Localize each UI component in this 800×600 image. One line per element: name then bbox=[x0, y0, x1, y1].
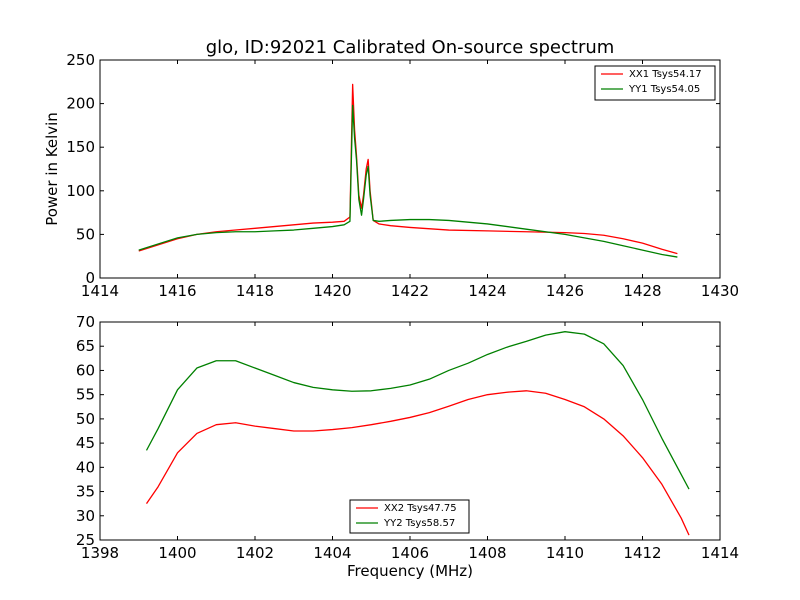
bottom-y-tick-label: 70 bbox=[76, 313, 95, 331]
top-x-tick-label: 1424 bbox=[468, 282, 506, 300]
top-x-tick-label: 1418 bbox=[236, 282, 274, 300]
top-x-tick-label: 1416 bbox=[158, 282, 196, 300]
bottom-y-tick-label: 55 bbox=[76, 386, 95, 404]
bottom-plot-xlabel: Frequency (MHz) bbox=[347, 562, 473, 580]
legend-label-yy2: YY2 Tsys58.57 bbox=[383, 518, 455, 529]
legend-label-yy1: YY1 Tsys54.05 bbox=[628, 84, 700, 95]
legend-box bbox=[349, 499, 470, 534]
bottom-y-tick-label: 65 bbox=[76, 337, 95, 355]
top-y-tick-label: 0 bbox=[85, 269, 95, 287]
bottom-x-tick-label: 1412 bbox=[623, 544, 661, 562]
bottom-x-tick-label: 1408 bbox=[468, 544, 506, 562]
bottom-plot: Frequency (MHz) XX2 Tsys47.75 YY2 Tsys58… bbox=[76, 313, 739, 580]
bottom-x-tick-label: 1398 bbox=[81, 544, 119, 562]
bottom-series-2-line bbox=[145, 331, 690, 490]
top-x-tick-label: 1422 bbox=[391, 282, 429, 300]
bottom-y-tick-label: 60 bbox=[76, 361, 95, 379]
top-series-2-line bbox=[138, 104, 678, 258]
bottom-x-tick-label: 1414 bbox=[701, 544, 739, 562]
bottom-y-tick-label: 40 bbox=[76, 458, 95, 476]
bottom-y-tick-label: 25 bbox=[76, 531, 95, 549]
top-y-tick-label: 50 bbox=[76, 225, 95, 243]
bottom-x-tick-label: 1404 bbox=[313, 544, 351, 562]
top-y-tick-label: 250 bbox=[66, 51, 95, 69]
legend-box bbox=[594, 65, 716, 101]
bottom-y-tick-label: 35 bbox=[76, 483, 95, 501]
top-x-tick-label: 1426 bbox=[546, 282, 584, 300]
bottom-y-tick-label: 45 bbox=[76, 434, 95, 452]
top-x-tick-label: 1428 bbox=[623, 282, 661, 300]
top-y-tick-label: 150 bbox=[66, 138, 95, 156]
chart-title: glo, ID:92021 Calibrated On-source spect… bbox=[206, 37, 615, 58]
bottom-x-tick-label: 1402 bbox=[236, 544, 274, 562]
top-plot-ylabel: Power in Kelvin bbox=[43, 112, 61, 226]
bottom-y-tick-label: 30 bbox=[76, 507, 95, 525]
top-y-tick-label: 200 bbox=[66, 95, 95, 113]
bottom-plot-legend: XX2 Tsys47.75 YY2 Tsys58.57 bbox=[349, 499, 470, 534]
bottom-x-tick-label: 1406 bbox=[391, 544, 429, 562]
bottom-x-tick-label: 1400 bbox=[158, 544, 196, 562]
bottom-series-1-line bbox=[145, 390, 690, 536]
top-x-tick-label: 1414 bbox=[81, 282, 119, 300]
top-x-tick-label: 1430 bbox=[701, 282, 739, 300]
legend-label-xx1: XX1 Tsys54.17 bbox=[629, 69, 702, 80]
top-series-1-line bbox=[138, 83, 678, 255]
top-x-tick-label: 1420 bbox=[313, 282, 351, 300]
legend-label-xx2: XX2 Tsys47.75 bbox=[384, 503, 457, 514]
top-y-tick-label: 100 bbox=[66, 182, 95, 200]
top-plot-legend: XX1 Tsys54.17 YY1 Tsys54.05 bbox=[594, 65, 716, 101]
top-plot: Power in Kelvin XX1 Tsys54.17 YY1 Tsys54… bbox=[43, 51, 739, 300]
bottom-x-tick-label: 1410 bbox=[546, 544, 584, 562]
bottom-y-tick-label: 50 bbox=[76, 410, 95, 428]
